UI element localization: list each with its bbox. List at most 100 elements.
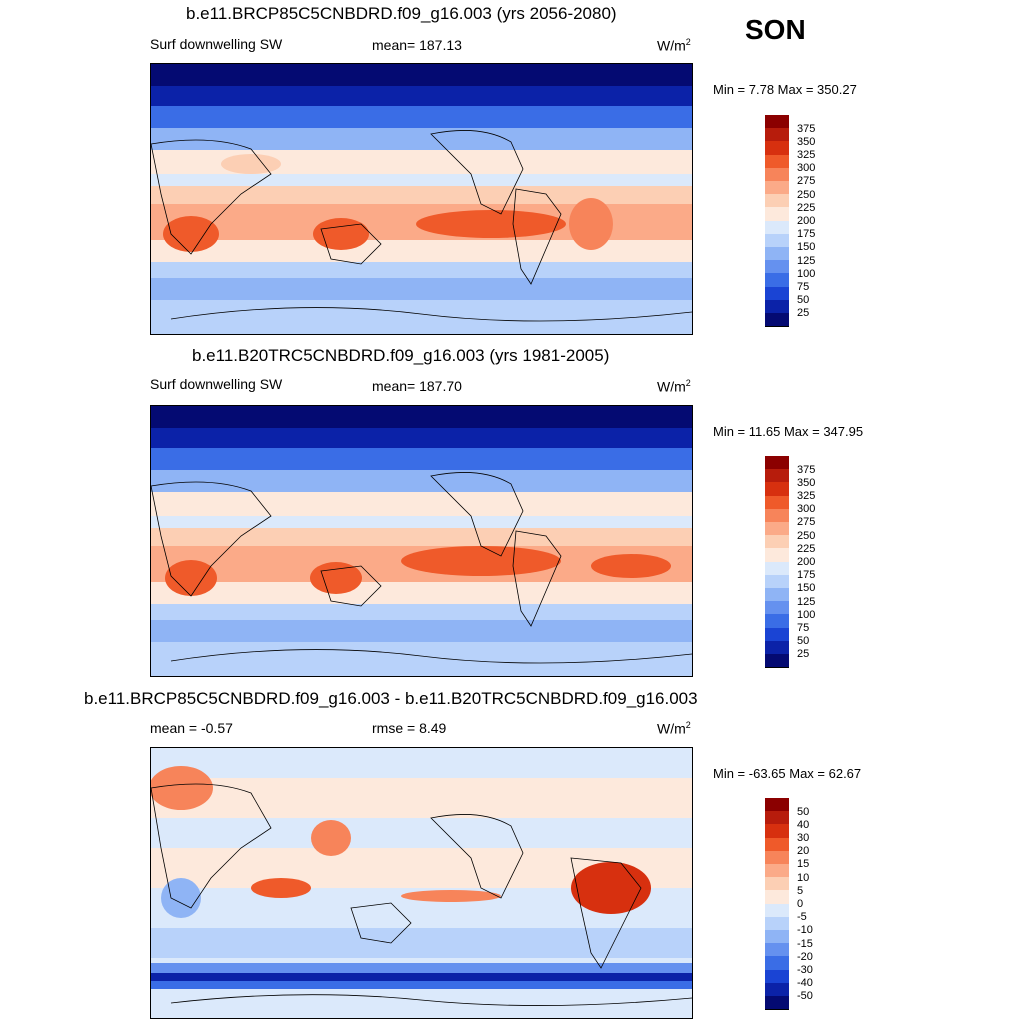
colorbar-swatch (765, 943, 789, 957)
colorbar-swatch (765, 482, 789, 496)
map-historical (150, 405, 693, 677)
rmse-label: rmse = 8.49 (372, 720, 447, 736)
colorbar-label: 350 (797, 136, 816, 148)
colorbar-label: 50 (797, 635, 810, 647)
colorbar-label: 250 (797, 530, 816, 542)
colorbar-label: 350 (797, 477, 816, 489)
colorbar-label: 125 (797, 596, 816, 608)
colorbar-label: 275 (797, 516, 816, 528)
colorbar-swatch (765, 824, 789, 838)
colorbar-label: 15 (797, 858, 810, 870)
colorbar-swatch (765, 313, 789, 327)
colorbar-label: 375 (797, 123, 816, 135)
colorbar-swatch (765, 601, 789, 615)
mean-label: mean= 187.13 (372, 37, 462, 53)
variable-label: Surf downwelling SW (150, 376, 283, 392)
colorbar-swatch (765, 299, 789, 313)
colorbar-label: 200 (797, 556, 816, 568)
colorbar-swatch (765, 535, 789, 549)
colorbar-swatch (765, 588, 789, 602)
colorbar-label: 100 (797, 268, 816, 280)
colorbar-label: 300 (797, 162, 816, 174)
colorbar-label: -5 (797, 911, 807, 923)
colorbar-label: -30 (797, 964, 813, 976)
colorbar-swatch (765, 233, 789, 247)
colorbar-label: -40 (797, 977, 813, 989)
colorbar-label: 175 (797, 228, 816, 240)
colorbar-swatch (765, 220, 789, 234)
colorbar-label: 325 (797, 149, 816, 161)
colorbar-label: 25 (797, 307, 810, 319)
colorbar-swatch (765, 548, 789, 562)
colorbar-label: 125 (797, 255, 816, 267)
colorbar-swatch (765, 194, 789, 208)
colorbar-swatch (765, 273, 789, 287)
colorbar-label: 250 (797, 189, 816, 201)
colorbar-swatch (765, 811, 789, 825)
colorbar-swatch (765, 260, 789, 274)
colorbar-swatch (765, 890, 789, 904)
colorbar-swatch (765, 495, 789, 509)
map-future (150, 63, 693, 335)
variable-label: Surf downwelling SW (150, 36, 283, 52)
colorbar-label: 10 (797, 872, 810, 884)
panel-title: b.e11.BRCP85C5CNBDRD.f09_g16.003 (yrs 20… (186, 4, 617, 23)
units-label: W/m2 (657, 37, 691, 54)
colorbar-swatch (765, 456, 789, 470)
colorbar-label: 100 (797, 609, 816, 621)
colorbar-label: -15 (797, 938, 813, 950)
units-label: W/m2 (657, 378, 691, 395)
colorbar-swatch (765, 640, 789, 654)
colorbar-swatch (765, 141, 789, 155)
colorbar-label: 225 (797, 543, 816, 555)
mean-label: mean= 187.70 (372, 378, 462, 394)
colorbar-swatch (765, 903, 789, 917)
colorbar-label: 50 (797, 294, 810, 306)
colorbar-swatch (765, 654, 789, 668)
colorbar-label: 175 (797, 569, 816, 581)
colorbar-swatch (765, 982, 789, 996)
colorbar-swatch (765, 850, 789, 864)
colorbar-label: 75 (797, 281, 810, 293)
colorbar-swatch (765, 522, 789, 536)
colorbar-label: 150 (797, 582, 816, 594)
colorbar-label: 375 (797, 464, 816, 476)
colorbar-swatch (765, 207, 789, 221)
colorbar-swatch (765, 115, 789, 129)
colorbar-swatch (765, 956, 789, 970)
min-max-label: Min = 7.78 Max = 350.27 (713, 82, 857, 97)
mean-label: mean = -0.57 (150, 720, 233, 736)
colorbar-label: 30 (797, 832, 810, 844)
colorbar-swatch (765, 627, 789, 641)
colorbar-swatch (765, 181, 789, 195)
colorbar-label: 25 (797, 648, 810, 660)
colorbar-label: 275 (797, 175, 816, 187)
colorbar-swatch (765, 561, 789, 575)
colorbar-label: 150 (797, 241, 816, 253)
colorbar-swatch (765, 286, 789, 300)
min-max-label: Min = -63.65 Max = 62.67 (713, 766, 862, 781)
colorbar-swatch (765, 798, 789, 812)
colorbar-swatch (765, 154, 789, 168)
colorbar-label: 225 (797, 202, 816, 214)
season-label: SON (745, 14, 806, 45)
colorbar-label: 325 (797, 490, 816, 502)
map-difference (150, 747, 693, 1019)
colorbar-swatch (765, 614, 789, 628)
panel-title: b.e11.B20TRC5CNBDRD.f09_g16.003 (yrs 198… (192, 346, 610, 365)
colorbar-swatch (765, 508, 789, 522)
panel-title: b.e11.BRCP85C5CNBDRD.f09_g16.003 - b.e11… (84, 689, 698, 708)
colorbar-label: 5 (797, 885, 804, 897)
colorbar-label: 50 (797, 806, 810, 818)
colorbar-label: 20 (797, 845, 810, 857)
colorbar-label: 300 (797, 503, 816, 515)
colorbar-swatch (765, 864, 789, 878)
colorbar-swatch (765, 916, 789, 930)
colorbar-label: 75 (797, 622, 810, 634)
colorbar-label: -10 (797, 924, 813, 936)
units-label: W/m2 (657, 720, 691, 737)
colorbar-label: 40 (797, 819, 810, 831)
colorbar-label: -50 (797, 990, 813, 1002)
colorbar-swatch (765, 930, 789, 944)
colorbar-swatch (765, 837, 789, 851)
